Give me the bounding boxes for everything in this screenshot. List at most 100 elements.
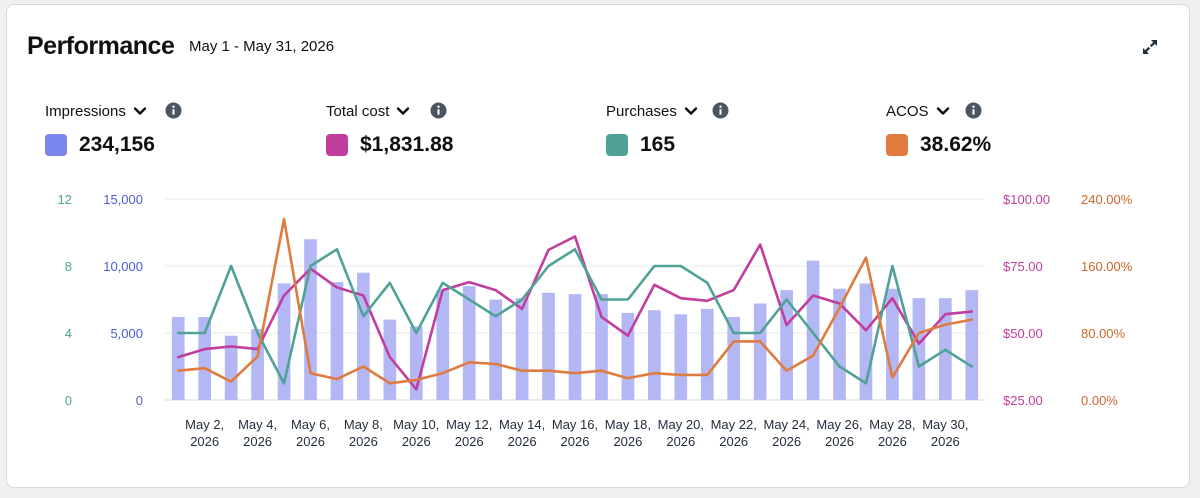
acos-axis-tick: 160.00% — [1081, 259, 1133, 274]
info-icon[interactable] — [165, 102, 182, 119]
x-axis-tick: 2026 — [349, 434, 378, 449]
purchases-axis-tick: 12 — [58, 192, 72, 207]
x-axis-tick: 2026 — [455, 434, 484, 449]
metric-purchases-selector[interactable]: Purchases — [606, 101, 698, 121]
x-axis-tick: May 28, — [869, 417, 915, 432]
metric-label: Total cost — [326, 102, 390, 120]
x-axis-tick: 2026 — [243, 434, 272, 449]
page-title: Performance — [27, 32, 175, 60]
impressions-bar — [965, 290, 979, 400]
impressions-bar — [462, 286, 476, 400]
x-axis-tick: May 4, — [238, 417, 277, 432]
impressions-bar — [753, 303, 767, 400]
metric-impressions: Impressions 234,156 — [45, 101, 182, 157]
metric-label: Impressions — [45, 102, 126, 120]
x-axis-tick: 2026 — [561, 434, 590, 449]
x-axis-tick: 2026 — [878, 434, 907, 449]
info-icon[interactable] — [965, 102, 982, 119]
metric-purchases: Purchases 165 — [606, 101, 729, 157]
cost-axis-tick: $100.00 — [1003, 192, 1050, 207]
purchases-axis-tick: 0 — [65, 393, 72, 408]
acos-axis-tick: 80.00% — [1081, 326, 1126, 341]
impressions-bar — [912, 298, 926, 400]
chevron-down-icon[interactable] — [133, 104, 147, 118]
date-range: May 1 - May 31, 2026 — [189, 38, 335, 55]
metric-value: 38.62% — [920, 133, 992, 156]
impressions-bar — [595, 294, 608, 400]
x-axis-tick: 2026 — [931, 434, 960, 449]
impressions-bar — [700, 308, 714, 400]
cost-axis-tick: $50.00 — [1003, 326, 1043, 341]
x-axis-tick: May 16, — [552, 417, 598, 432]
metric-label: Purchases — [606, 102, 677, 120]
acos-line — [176, 217, 974, 385]
x-axis-tick: May 20, — [658, 417, 704, 432]
purchases-line — [176, 248, 974, 385]
metric-value: $1,831.88 — [360, 133, 454, 156]
impressions-axis-tick: 10,000 — [103, 259, 143, 274]
legend-swatch — [45, 134, 67, 156]
x-axis-tick: May 14, — [499, 417, 545, 432]
metric-acos-selector[interactable]: ACOS — [886, 101, 991, 121]
legend-swatch — [326, 134, 348, 156]
impressions-bar — [383, 319, 397, 400]
impressions-bar — [224, 335, 238, 400]
x-axis-tick: May 8, — [344, 417, 383, 432]
impressions-bar — [674, 314, 688, 400]
impressions-bar — [330, 282, 344, 400]
legend-swatch — [606, 134, 628, 156]
chevron-down-icon[interactable] — [684, 104, 698, 118]
impressions-bar — [568, 294, 582, 400]
x-axis-tick: 2026 — [296, 434, 325, 449]
x-axis-tick: May 26, — [816, 417, 862, 432]
info-icon[interactable] — [430, 102, 447, 119]
metric-total-cost-selector[interactable]: Total cost — [326, 101, 453, 121]
x-axis-tick: May 2, — [185, 417, 224, 432]
metric-value: 165 — [640, 133, 676, 156]
x-axis-tick: 2026 — [719, 434, 748, 449]
purchases-axis-tick: 8 — [65, 259, 72, 274]
x-axis-tick: May 6, — [291, 417, 330, 432]
x-axis-tick: May 22, — [711, 417, 757, 432]
acos-axis-tick: 0.00% — [1081, 393, 1118, 408]
chevron-down-icon[interactable] — [396, 104, 410, 118]
expand-icon[interactable] — [1141, 38, 1159, 56]
metric-total-cost: Total cost $1,831.88 — [326, 101, 453, 157]
x-axis-tick: May 12, — [446, 417, 492, 432]
impressions-axis-tick: 5,000 — [110, 326, 143, 341]
metric-value: 234,156 — [79, 133, 155, 156]
impressions-axis-tick: 0 — [136, 393, 143, 408]
x-axis-tick: 2026 — [666, 434, 695, 449]
purchases-axis-tick: 4 — [65, 326, 72, 341]
legend-swatch — [886, 134, 908, 156]
acos-axis-tick: 240.00% — [1081, 192, 1133, 207]
info-icon[interactable] — [712, 102, 729, 119]
metric-label: ACOS — [886, 102, 929, 120]
impressions-bar — [727, 316, 741, 400]
impressions-axis-tick: 15,000 — [103, 192, 143, 207]
impressions-bar — [833, 288, 846, 400]
metric-acos: ACOS 38.62% — [886, 101, 991, 157]
impressions-bar — [515, 298, 529, 400]
chevron-down-icon[interactable] — [936, 104, 950, 118]
x-axis-tick: May 30, — [922, 417, 968, 432]
impressions-bar — [542, 292, 555, 400]
impressions-bar — [489, 299, 502, 400]
impressions-bar — [171, 316, 185, 400]
x-axis-tick: 2026 — [508, 434, 537, 449]
performance-card: Performance May 1 - May 31, 2026 Impress… — [6, 4, 1190, 488]
x-axis-tick: May 10, — [393, 417, 439, 432]
impressions-bar — [198, 316, 212, 400]
x-axis-tick: 2026 — [190, 434, 219, 449]
x-axis-tick: May 24, — [763, 417, 809, 432]
metric-impressions-selector[interactable]: Impressions — [45, 101, 155, 121]
impressions-bar — [357, 272, 370, 400]
x-axis-tick: May 18, — [605, 417, 651, 432]
impressions-bar — [648, 310, 661, 400]
x-axis-tick: 2026 — [825, 434, 854, 449]
x-axis-tick: 2026 — [402, 434, 431, 449]
cost-axis-tick: $25.00 — [1003, 393, 1043, 408]
x-axis-tick: 2026 — [613, 434, 642, 449]
impressions-bar — [806, 260, 820, 400]
cost-axis-tick: $75.00 — [1003, 259, 1043, 274]
